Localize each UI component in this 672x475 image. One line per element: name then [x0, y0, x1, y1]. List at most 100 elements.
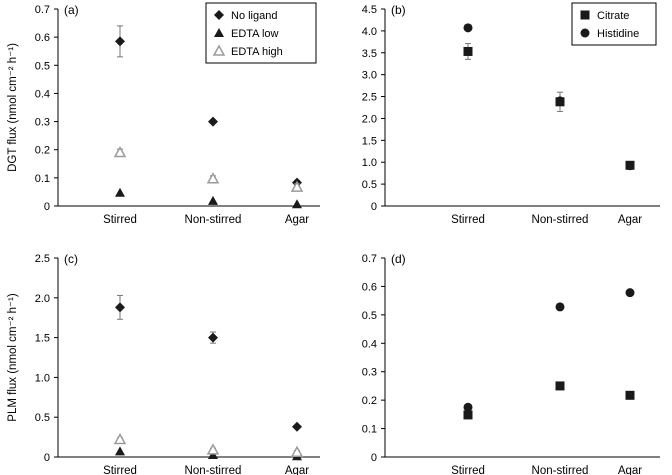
data-point [208, 332, 218, 343]
y-tick-label: 2.0 [362, 113, 377, 125]
y-tick-label: 3.0 [362, 70, 377, 82]
y-tick-label: 0.5 [362, 310, 377, 322]
y-tick-label: 0.2 [362, 395, 377, 407]
x-tick-label: Agar [285, 465, 309, 475]
data-point [555, 96, 565, 106]
data-point [625, 390, 635, 400]
x-tick-label: Agar [618, 214, 642, 226]
y-tick-label: 0 [371, 452, 377, 464]
data-point [206, 172, 220, 184]
y-tick-label: 1.5 [35, 333, 50, 345]
data-point [463, 46, 473, 56]
legend: No ligand EDTA low EDTA high [205, 2, 317, 64]
x-tick-label: Non-stirred [185, 214, 242, 226]
y-axis-title: PLM flux (nmol cm⁻² h⁻¹) [7, 293, 19, 422]
legend-marker [580, 28, 590, 38]
x-tick-label: Non-stirred [532, 465, 589, 475]
x-tick-label: Non-stirred [185, 465, 242, 475]
data-point [115, 187, 125, 197]
y-tick-label: 0.4 [35, 88, 50, 100]
series-histidine [463, 23, 635, 171]
data-point [292, 421, 302, 432]
panel-label: (b) [391, 3, 406, 17]
y-tick-label: 0.1 [35, 173, 50, 185]
x-tick-label: Agar [285, 214, 309, 226]
data-point [115, 446, 125, 456]
y-tick-label: 1.0 [362, 157, 377, 169]
y-tick-label: 0.3 [362, 367, 377, 379]
chart-panel-2: 0 0.5 1.0 1.5 2.0 2.5 3.0 3.5 4.0 4.5 Stirred Non-s… [362, 2, 660, 226]
legend-marker [214, 10, 224, 20]
data-point [206, 443, 220, 455]
legend: Citrate Histidine [571, 2, 657, 46]
data-point [463, 402, 473, 412]
series-edta-low [115, 187, 302, 209]
x-tick-label: Stirred [103, 465, 137, 475]
data-point [463, 23, 473, 33]
y-tick-label: 0.1 [362, 424, 377, 436]
y-tick-label: 0 [44, 452, 50, 464]
y-tick-label: 1.5 [362, 135, 377, 147]
x-tick-label: Stirred [103, 214, 137, 226]
data-point [115, 302, 125, 313]
y-tick-label: 0 [44, 201, 50, 213]
y-tick-label: 0.7 [35, 4, 50, 16]
y-tick-label: 1.0 [35, 372, 50, 384]
y-tick-label: 4.0 [362, 26, 377, 38]
x-tick-label: Agar [618, 465, 642, 475]
data-point [463, 410, 473, 420]
panel-label: (d) [391, 252, 406, 266]
y-tick-label: 2.5 [35, 253, 50, 265]
data-point [113, 432, 127, 445]
x-tick-label: Non-stirred [532, 214, 589, 226]
y-tick-label: 0.6 [362, 281, 377, 293]
y-tick-label: 2.5 [362, 92, 377, 104]
legend-label: Citrate [597, 10, 629, 22]
series-histidine [463, 288, 635, 412]
legend-box [205, 2, 317, 64]
legend-label: EDTA high [231, 46, 283, 58]
panel-label: (a) [64, 3, 79, 17]
y-tick-label: 4.5 [362, 4, 377, 16]
y-tick-label: 2.0 [35, 293, 50, 305]
y-axis-title: DGT flux (nmol cm⁻² h⁻¹) [7, 43, 19, 172]
y-tick-label: 0.3 [35, 117, 50, 129]
y-tick-label: 0.7 [362, 253, 377, 265]
series-no-ligand [115, 294, 302, 432]
chart-panel-4: 0 0.1 0.2 0.3 0.4 0.5 0.6 0.7 Stirred Non-stirred… [362, 252, 660, 475]
legend-label: EDTA low [231, 28, 279, 40]
data-point [555, 381, 565, 391]
data-point [625, 288, 635, 298]
series-citrate [463, 43, 635, 170]
chart-panel-3: 0 0.5 1.0 1.5 2.0 2.5 Stirred Non-stirred Agar (c… [7, 252, 320, 475]
data-point [555, 302, 565, 312]
y-tick-label: 0.6 [35, 32, 50, 44]
panel-label: (c) [64, 252, 78, 266]
data-point [292, 199, 302, 209]
y-tick-label: 0.4 [362, 338, 377, 350]
y-tick-label: 0.5 [35, 412, 50, 424]
legend-marker [212, 44, 226, 56]
series-edta-high [113, 432, 304, 457]
legend-box [571, 2, 657, 46]
data-point [115, 36, 125, 47]
x-tick-label: Stirred [451, 214, 485, 226]
legend-marker [214, 28, 224, 37]
chart-panel-1: 0 0.1 0.2 0.3 0.4 0.5 0.6 0.7 Stirred Non-stirred… [7, 2, 320, 226]
series-citrate [463, 381, 635, 420]
x-tick-label: Stirred [451, 465, 485, 475]
y-tick-label: 0.5 [35, 60, 50, 72]
legend-label: Histidine [597, 28, 639, 40]
data-point [290, 180, 304, 192]
legend-label: No ligand [231, 10, 277, 22]
y-tick-label: 0 [371, 201, 377, 213]
series-edta-high [113, 145, 304, 192]
legend-marker [580, 10, 590, 20]
data-point [113, 145, 127, 158]
data-point [208, 195, 218, 205]
y-tick-label: 0.5 [362, 179, 377, 191]
y-tick-label: 0.2 [35, 145, 50, 157]
data-point [208, 116, 218, 127]
y-tick-label: 3.5 [362, 48, 377, 60]
